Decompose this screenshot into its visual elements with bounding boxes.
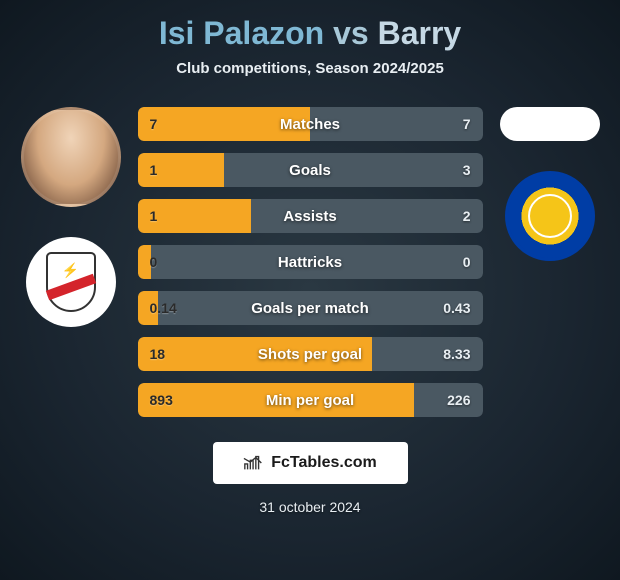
player2-club-logo — [505, 171, 595, 261]
footer-date: 31 october 2024 — [10, 499, 610, 515]
stat-label: Goals per match — [251, 300, 369, 317]
stat-label: Goals — [289, 162, 331, 179]
stat-value-right: 8.33 — [443, 346, 470, 362]
fctables-logo: FcTables.com — [213, 442, 408, 484]
stats-column: 7 Matches 7 1 Goals 3 1 Assists 2 0 Hattricks 0 0.14… — [138, 107, 483, 417]
player2-name: Barry — [378, 15, 462, 51]
stat-value-left: 893 — [150, 392, 173, 408]
stat-row: 18 Shots per goal 8.33 — [138, 337, 483, 371]
stat-value-left: 1 — [150, 162, 158, 178]
stat-value-left: 7 — [150, 116, 158, 132]
left-column — [16, 107, 126, 327]
player1-name: Isi Palazon — [159, 15, 324, 51]
infographic-container: Isi Palazon vs Barry Club competitions, … — [0, 0, 620, 580]
stat-value-right: 226 — [447, 392, 470, 408]
player1-club-logo — [26, 237, 116, 327]
stat-row: 0.14 Goals per match 0.43 — [138, 291, 483, 325]
player1-photo — [21, 107, 121, 207]
chart-icon — [243, 454, 265, 472]
stat-value-right: 2 — [463, 208, 471, 224]
page-title: Isi Palazon vs Barry — [10, 15, 610, 52]
stat-row: 0 Hattricks 0 — [138, 245, 483, 279]
stat-value-left: 0 — [150, 254, 158, 270]
vs-text: vs — [333, 15, 369, 51]
fctables-text: FcTables.com — [271, 454, 377, 472]
right-column — [495, 107, 605, 261]
subtitle: Club competitions, Season 2024/2025 — [10, 60, 610, 77]
rayo-shield-icon — [46, 252, 96, 312]
stat-value-left: 1 — [150, 208, 158, 224]
stat-row: 1 Goals 3 — [138, 153, 483, 187]
stat-value-right: 3 — [463, 162, 471, 178]
stat-value-left: 18 — [150, 346, 166, 362]
stat-value-right: 7 — [463, 116, 471, 132]
stat-value-right: 0 — [463, 254, 471, 270]
stat-label: Shots per goal — [258, 346, 362, 363]
stat-row: 893 Min per goal 226 — [138, 383, 483, 417]
stat-label: Min per goal — [266, 392, 354, 409]
player2-photo — [500, 107, 600, 141]
stat-row: 7 Matches 7 — [138, 107, 483, 141]
stat-value-left: 0.14 — [150, 300, 177, 316]
stat-label: Assists — [283, 208, 336, 225]
stat-value-right: 0.43 — [443, 300, 470, 316]
stat-row: 1 Assists 2 — [138, 199, 483, 233]
stat-label: Hattricks — [278, 254, 342, 271]
main-area: 7 Matches 7 1 Goals 3 1 Assists 2 0 Hattricks 0 0.14… — [10, 107, 610, 417]
stat-label: Matches — [280, 116, 340, 133]
